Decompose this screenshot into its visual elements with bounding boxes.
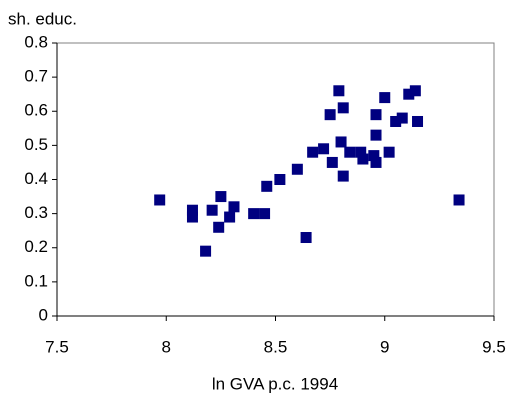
point <box>274 174 286 185</box>
point <box>213 221 225 233</box>
point <box>215 191 227 203</box>
point <box>453 194 465 206</box>
point <box>186 211 198 223</box>
y-tick-label: 0.2 <box>24 237 48 256</box>
point <box>200 245 212 257</box>
y-tick-label: 0.8 <box>24 32 48 51</box>
point <box>337 102 349 114</box>
point <box>370 109 382 121</box>
point <box>307 146 319 158</box>
x-tick-label: 9.5 <box>482 337 506 356</box>
point <box>344 146 356 158</box>
y-tick-label: 0.5 <box>24 135 48 154</box>
x-axis-label: ln GVA p.c. 1994 <box>212 374 338 393</box>
point <box>248 208 260 220</box>
point <box>403 88 415 100</box>
point <box>355 146 367 158</box>
y-tick-label: 0.7 <box>24 67 48 86</box>
point <box>379 92 391 104</box>
point <box>326 156 338 168</box>
point <box>370 156 382 168</box>
point <box>335 136 347 148</box>
y-tick-label: 0.4 <box>24 169 48 188</box>
point <box>300 232 312 244</box>
point <box>383 146 395 158</box>
point <box>370 129 382 141</box>
point <box>186 204 198 216</box>
x-tick-label: 9 <box>380 337 389 356</box>
point <box>396 112 408 124</box>
point <box>368 150 380 162</box>
point <box>337 170 349 182</box>
point <box>154 194 166 206</box>
point <box>357 153 369 165</box>
y-tick-label: 0.6 <box>24 101 48 120</box>
point <box>412 115 424 127</box>
point <box>409 85 421 97</box>
point <box>261 180 273 192</box>
y-tick-label: 0.3 <box>24 203 48 222</box>
point <box>318 143 330 155</box>
point <box>224 211 236 223</box>
x-tick-label: 8.5 <box>264 337 288 356</box>
x-tick-label: 7.5 <box>45 337 69 356</box>
point <box>333 85 345 97</box>
point <box>259 208 271 220</box>
y-tick-label: 0 <box>39 305 48 324</box>
y-axis-label: sh. educ. <box>8 9 77 28</box>
x-tick-label: 8 <box>162 337 171 356</box>
point <box>206 204 218 216</box>
point <box>291 163 303 175</box>
point <box>324 109 336 121</box>
point <box>228 201 240 213</box>
y-tick-label: 0.1 <box>24 271 48 290</box>
point <box>390 115 402 127</box>
